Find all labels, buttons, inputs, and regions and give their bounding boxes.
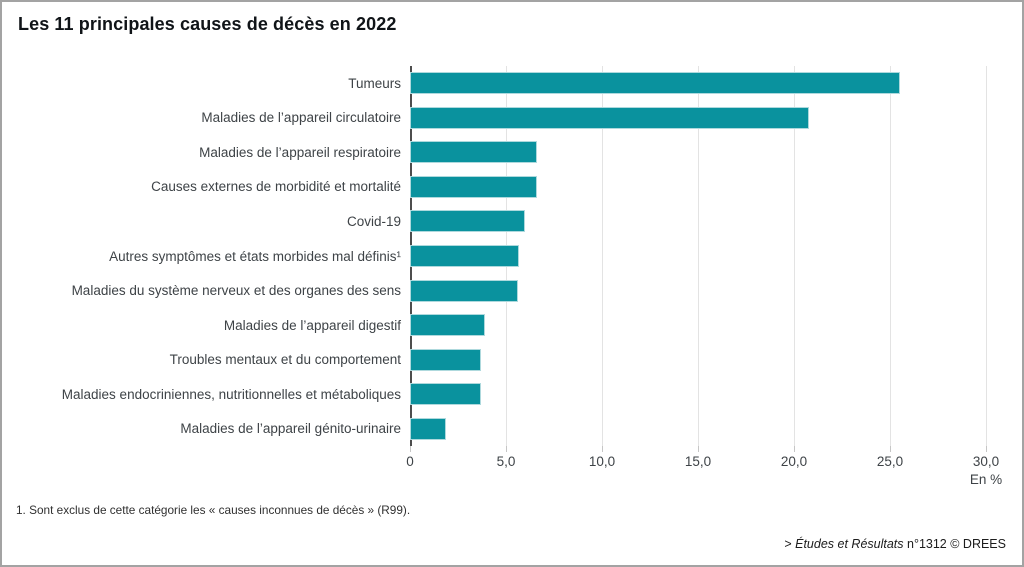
source-prefix: > [784,537,796,551]
gridline [698,66,699,446]
bar [410,175,537,198]
chart-row: Maladies de l’appareil génito-urinaire [2,411,1022,446]
category-label: Maladies endocriniennes, nutritionnelles… [61,386,401,402]
bar [410,72,900,95]
bar [410,383,482,406]
bar-track [410,383,986,406]
xtick-label: 20,0 [780,454,808,469]
category-label: Covid-19 [346,213,401,229]
category-label: Maladies de l’appareil génito-urinaire [180,421,401,437]
gridline [602,66,603,446]
xtick-label: 5,0 [496,454,516,469]
axis-tick [890,446,891,452]
bar [410,279,518,302]
bar [410,106,810,129]
axis-tick [794,446,795,452]
bar-track [410,314,986,337]
bar-track [410,245,986,267]
category-label: Causes externes de morbidité et mortalit… [151,179,401,195]
rows: Tumeurs Maladies de l’appareil circulato… [2,66,1022,446]
bar-track [410,279,986,302]
bar-track [410,141,986,164]
gridline [794,66,795,446]
xtick-label: 0 [406,454,414,469]
category-label: Autres symptômes et états morbides mal d… [109,248,401,264]
chart-row: Tumeurs [2,66,1022,101]
chart-row: Maladies de l’appareil circulatoire [2,101,1022,136]
chart-row: Causes externes de morbidité et mortalit… [2,170,1022,205]
category-label: Tumeurs [348,75,401,91]
bar-track [410,348,986,371]
bar-chart: Tumeurs Maladies de l’appareil circulato… [2,66,1022,452]
category-label: Maladies de l’appareil respiratoire [199,144,401,160]
axis-tick [410,446,411,452]
category-label: Maladies du système nerveux et des organ… [71,283,401,299]
axis-tick [698,446,699,452]
source-credit: > Études et Résultats n°1312 © DREES [784,537,1006,551]
chart-row: Troubles mentaux et du comportement [2,342,1022,377]
gridline [890,66,891,446]
bar-track [410,175,986,198]
axis-tick [986,446,987,452]
x-axis: 0 5,0 10,0 15,0 20,0 25,0 30,0 [406,454,999,470]
chart-row: Maladies de l’appareil respiratoire [2,135,1022,170]
bar [410,210,526,233]
chart-row: Maladies endocriniennes, nutritionnelles… [2,377,1022,412]
bar [410,314,485,337]
bar [410,348,482,371]
xtick-label: 30,0 [972,454,1000,469]
chart-row: Maladies du système nerveux et des organ… [2,273,1022,308]
xtick-label: 10,0 [588,454,616,469]
bar [410,245,520,267]
bar-track [410,106,986,129]
bar-track [410,417,986,440]
chart-row: Maladies de l’appareil digestif [2,308,1022,343]
category-label: Maladies de l’appareil digestif [223,317,401,333]
gridline [986,66,987,446]
source-publication-name: Études et Résultats [795,537,904,551]
chart-row: Autres symptômes et états morbides mal d… [2,239,1022,274]
chart-title: Les 11 principales causes de décès en 20… [18,14,397,34]
axis-tick [602,446,603,452]
bar-track [410,210,986,233]
bar [410,417,447,440]
bar [410,141,537,164]
chart-row: Covid-19 [2,204,1022,239]
source-issue: n°1312 © DREES [903,537,1006,551]
category-label: Troubles mentaux et du comportement [169,352,401,368]
axis-tick [506,446,507,452]
xtick-label: 15,0 [684,454,712,469]
bar-track [410,72,986,95]
axis-unit-label: En % [969,472,1003,487]
footnote: 1. Sont exclus de cette catégorie les « … [16,503,411,517]
xtick-label: 25,0 [876,454,904,469]
category-label: Maladies de l’appareil circulatoire [201,110,401,126]
